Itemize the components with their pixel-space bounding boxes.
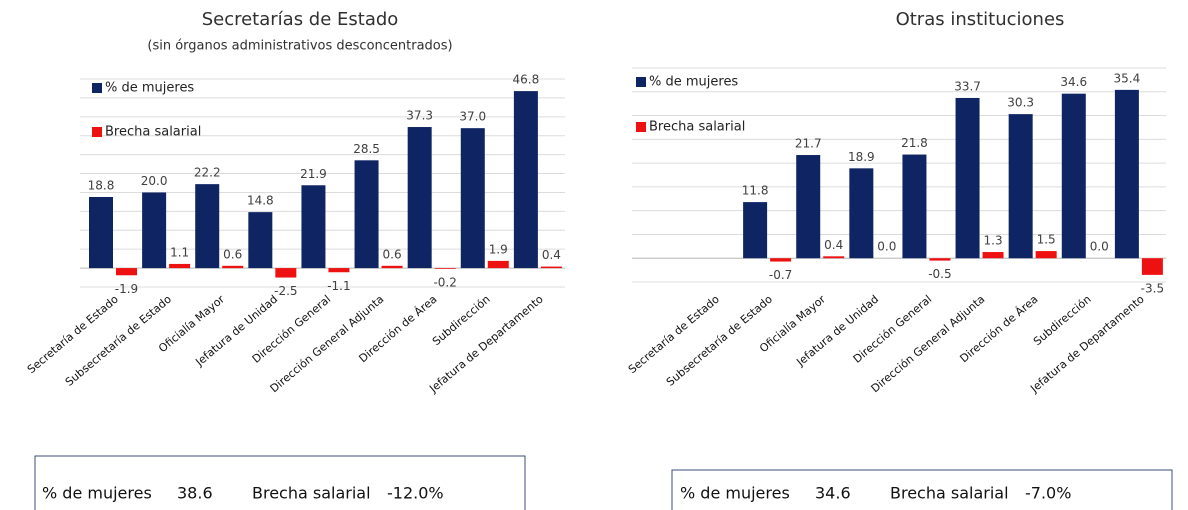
- bar: [743, 202, 768, 259]
- value-label: 0.4: [542, 248, 561, 262]
- value-label: 0.0: [877, 240, 896, 254]
- bar: [929, 258, 951, 261]
- value-label: 0.4: [824, 238, 843, 252]
- legend-swatch: [92, 127, 102, 137]
- value-label: 0.0: [1090, 240, 1109, 254]
- summary-label: % de mujeres: [42, 484, 152, 503]
- value-label: 11.8: [742, 184, 769, 198]
- value-label: 33.7: [954, 79, 981, 93]
- value-label: 30.3: [1007, 96, 1034, 110]
- x-tick-label: Secretaría de Estado: [626, 292, 722, 376]
- value-label: 0.6: [223, 247, 242, 261]
- x-tick-label: Subsecretaría de Estado: [63, 292, 174, 388]
- x-tick-label: Secretaría de Estado: [25, 292, 121, 376]
- bar: [195, 184, 220, 269]
- bar: [1035, 251, 1057, 259]
- value-label: 34.6: [1060, 75, 1087, 89]
- value-label: 37.3: [406, 109, 433, 123]
- bar: [434, 268, 456, 269]
- bar: [116, 268, 137, 276]
- bar: [460, 128, 485, 269]
- value-label: -0.7: [769, 268, 792, 282]
- legend-swatch: [92, 83, 102, 93]
- legend-label: Brecha salarial: [105, 125, 201, 140]
- bar: [328, 268, 350, 273]
- summary-value: -12.0%: [387, 484, 444, 503]
- summary-value: 34.6: [815, 484, 851, 503]
- chart-title: Otras instituciones: [896, 9, 1065, 30]
- bar: [1114, 89, 1139, 259]
- bar: [275, 268, 297, 278]
- bar: [248, 212, 273, 269]
- value-label: 21.9: [300, 167, 327, 181]
- bar: [222, 265, 244, 269]
- bar: [301, 185, 326, 269]
- legend-label: Brecha salarial: [649, 120, 745, 135]
- summary-label: Brecha salarial: [890, 484, 1009, 503]
- bar: [487, 260, 509, 269]
- value-label: 1.3: [984, 234, 1003, 248]
- value-label: -3.5: [1141, 281, 1164, 295]
- value-label: 1.5: [1037, 233, 1056, 247]
- bar: [1141, 258, 1163, 275]
- summary-value: 38.6: [177, 484, 213, 503]
- value-label: 21.8: [901, 136, 928, 150]
- value-label: 46.8: [513, 73, 540, 87]
- bar: [849, 168, 874, 259]
- bar: [381, 265, 403, 269]
- bar: [823, 256, 845, 259]
- value-label: 28.5: [353, 142, 380, 156]
- bar: [1008, 114, 1033, 259]
- bar: [770, 258, 792, 262]
- summary-box: [671, 469, 1173, 510]
- bar: [142, 192, 167, 269]
- value-label: 0.6: [383, 247, 402, 261]
- value-label: -1.9: [115, 282, 138, 296]
- value-label: 37.0: [459, 110, 486, 124]
- bar: [169, 263, 191, 269]
- legend-swatch: [636, 122, 646, 132]
- legend-label: % de mujeres: [649, 75, 738, 90]
- value-label: 14.8: [247, 194, 274, 208]
- value-label: -0.2: [433, 275, 456, 289]
- legend-swatch: [636, 77, 646, 87]
- bar: [982, 252, 1004, 259]
- bar: [1061, 93, 1086, 259]
- bar: [89, 196, 113, 269]
- bar: [796, 155, 821, 259]
- value-label: -2.5: [274, 284, 297, 298]
- bar: [902, 154, 927, 259]
- value-label: 18.9: [848, 150, 875, 164]
- bar: [513, 91, 538, 269]
- value-label: 18.8: [88, 178, 115, 192]
- value-label: 35.4: [1114, 71, 1141, 85]
- chart-title: Secretarías de Estado: [202, 9, 399, 30]
- summary-value: -7.0%: [1025, 484, 1071, 503]
- value-label: -0.5: [928, 267, 951, 281]
- legend-label: % de mujeres: [105, 81, 194, 96]
- bar: [955, 97, 980, 259]
- value-label: -1.1: [327, 279, 350, 293]
- bar: [354, 160, 379, 269]
- chart-subtitle: (sin órganos administrativos desconcentr…: [147, 39, 452, 54]
- value-label: 21.7: [795, 137, 822, 151]
- bar: [407, 127, 432, 269]
- bar: [540, 266, 562, 269]
- value-label: 1.9: [489, 242, 508, 256]
- summary-label: Brecha salarial: [252, 484, 371, 503]
- summary-label: % de mujeres: [680, 484, 790, 503]
- summary-box: [34, 455, 526, 510]
- value-label: 22.2: [194, 166, 221, 180]
- value-label: 20.0: [141, 174, 168, 188]
- x-tick-label: Subsecretaría de Estado: [664, 292, 775, 388]
- value-label: 1.1: [170, 245, 189, 259]
